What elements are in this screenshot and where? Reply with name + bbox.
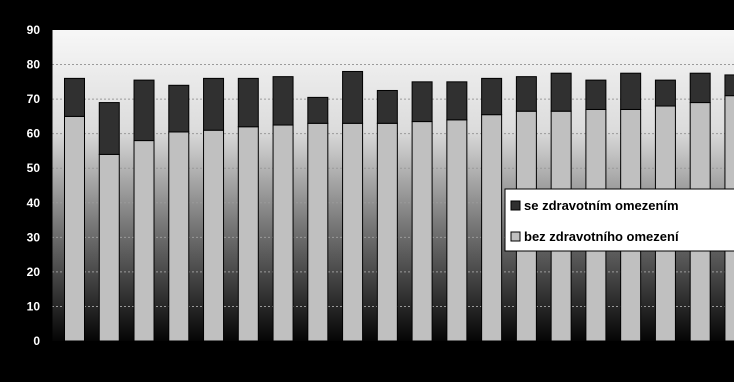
legend-box [504,188,734,252]
bar-eu15-series-0 [64,115,85,342]
x-tick-label-gr: gr [589,357,604,373]
bar-dk-series-1 [411,81,433,123]
x-tick-label-es: es [623,357,639,373]
bar-de-series-1 [481,77,503,116]
x-tick-label-cy: cy [692,357,708,373]
x-tick-label-at: at [520,357,533,373]
bar-es-series-1 [620,72,642,110]
x-tick-label-pt: pt [172,357,186,373]
legend-swatch-bez-zdravotniho-omezeni [510,231,521,242]
bar-fr-series-1 [203,77,225,131]
bar-se-series-0 [342,122,364,342]
bar-hu-series-0 [98,153,120,342]
y-tick-label-0: 0 [33,334,40,348]
bar-fr-series-0 [203,129,225,342]
x-tick-label-it: it [731,357,734,373]
bar-uk-series-0 [237,126,259,342]
x-tick-label-fi: fi [140,357,149,373]
x-tick-label-nl: nl [277,357,289,373]
y-tick-label-80: 80 [27,58,41,72]
y-tick-label-50: 50 [27,161,41,175]
x-tick-label-cz: cz [380,357,395,373]
bar-nl-series-1 [272,76,294,126]
x-tick-label-hu: hu [101,357,118,373]
bars [64,70,734,342]
x-tick-label-se: se [345,357,361,373]
legend: se zdravotním omezením bez zdravotního o… [504,188,734,252]
bar-hu-series-1 [98,102,120,155]
y-tick-label-10: 10 [27,299,41,313]
bar-pl-series-1 [307,96,329,124]
y-tick-label-70: 70 [27,92,41,106]
bar-gr-series-1 [585,79,607,110]
bar-cz-series-1 [376,89,398,124]
x-tick-label-no: no [553,357,570,373]
x-tick-label-eu15: eu15 [59,357,91,373]
bar-se-series-1 [342,70,364,124]
bar-uk-series-1 [237,77,259,128]
bar-dk-series-0 [411,121,433,342]
y-tick-label-90: 90 [27,23,41,37]
bar-pl-series-0 [307,122,329,342]
legend-label-se-zdravotnim-omezenim: se zdravotním omezením [524,198,679,213]
bar-nl-series-0 [272,124,294,342]
bar-be-series-1 [654,79,676,107]
y-axis: 0 10 20 30 40 50 60 70 80 90 [27,23,53,348]
bar-fi-series-0 [133,140,155,342]
x-tick-label-fr: fr [208,357,219,373]
bar-it-series-1 [724,74,734,97]
y-tick-label-60: 60 [27,127,41,141]
bar-de-series-0 [481,114,503,342]
x-tick-label-uk: uk [240,357,257,373]
bar-pt-series-0 [168,131,190,342]
x-tick-label-dk: dk [414,357,431,373]
bar-at-series-1 [515,76,537,112]
bar-fi-series-1 [133,79,155,142]
bar-cy-series-1 [689,72,711,104]
x-axis: eu15 hu fi pt fr uk nl pl se cz dk ie de at no gr es be cy… [59,357,734,373]
y-tick-label-20: 20 [27,265,41,279]
x-tick-label-pl: pl [312,357,324,373]
bar-no-series-1 [550,72,572,112]
bar-cz-series-0 [376,122,398,342]
x-tick-label-be: be [657,357,674,373]
y-tick-label-40: 40 [27,196,41,210]
x-tick-label-ie: ie [451,357,463,373]
bar-ie-series-1 [446,81,468,121]
bar-pt-series-1 [168,84,190,133]
bar-ie-series-0 [446,119,468,342]
y-tick-label-30: 30 [27,230,41,244]
bar-eu15-series-1 [64,77,85,117]
legend-swatch-se-zdravotnim-omezenim [510,200,521,211]
x-tick-label-de: de [483,357,500,373]
legend-label-bez-zdravotniho-omezeni: bez zdravotního omezení [524,229,679,244]
